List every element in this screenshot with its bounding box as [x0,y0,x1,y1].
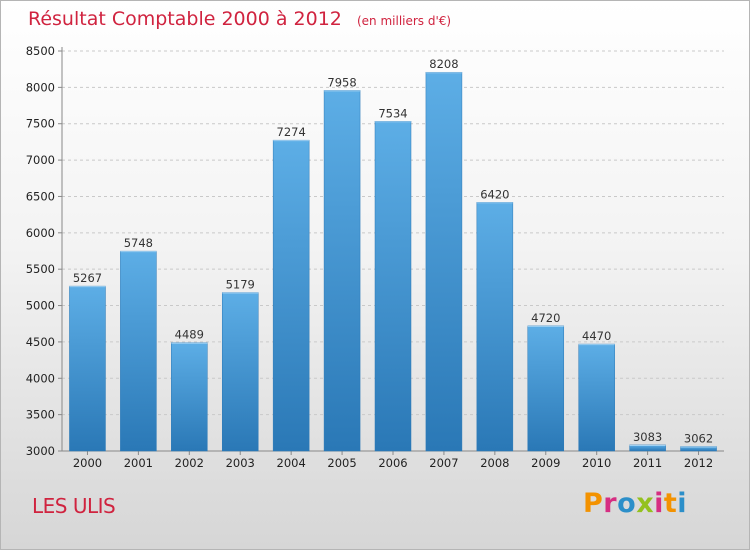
bar-2009 [527,325,565,452]
value-label-2001: 5748 [124,236,153,250]
y-tick-label: 3500 [26,408,55,422]
bar-2010 [578,343,615,452]
y-tick-label: 4500 [26,335,55,349]
bar-2008 [476,202,514,452]
x-tick-label-2005: 2005 [327,456,356,470]
logo-letter: x [636,488,655,519]
logo-letter: t [663,488,678,519]
value-label-2012: 3062 [684,431,713,445]
title-row: Résultat Comptable 2000 à 2012 (en milli… [28,8,451,30]
y-tick-label: 8500 [26,44,55,58]
x-tick-label-2003: 2003 [226,456,255,470]
y-tick-label: 6000 [26,226,55,240]
y-tick-label: 7500 [26,117,55,131]
logo-letter: o [617,488,637,519]
logo-letter: i [654,488,664,519]
x-tick-label-2012: 2012 [684,456,713,470]
bar-2004 [272,139,310,452]
x-tick-label-2010: 2010 [582,456,611,470]
value-label-2009: 4720 [531,311,560,325]
y-tick-label: 6500 [26,189,55,203]
labels: 3000 3500 4000 4500 5000 5500 6000 6500 7000 7500… [26,44,713,470]
x-tick-label-2011: 2011 [633,456,662,470]
chart-subtitle: (en milliers d'€) [356,14,452,28]
value-label-2004: 7274 [277,125,306,139]
value-label-2007: 8208 [429,57,458,71]
bar-2007 [425,71,463,452]
bar-2001 [120,250,157,452]
bar-2003 [221,292,259,452]
x-tick-label-2007: 2007 [429,456,458,470]
y-tick-label: 8000 [26,80,55,94]
value-label-2000: 5267 [73,271,102,285]
value-label-2008: 6420 [480,187,509,201]
x-tick-label-2000: 2000 [73,456,102,470]
y-tick-label: 4000 [26,371,55,385]
y-tick-label: 5000 [26,299,55,313]
chart-title: Résultat Comptable 2000 à 2012 [28,8,342,30]
logo-letter: r [603,488,618,519]
x-tick-label-2004: 2004 [277,456,306,470]
proxiti-logo: Proxiti [583,488,687,519]
bar-2000 [69,285,106,452]
value-label-2003: 5179 [226,278,255,292]
value-label-2011: 3083 [633,430,662,444]
logo-letter: i [677,488,688,519]
value-label-2002: 4489 [175,328,204,342]
bar-2005 [323,90,361,452]
logo-letter: P [583,488,604,519]
y-tick-label: 3000 [26,444,55,458]
bar-2002 [171,342,208,452]
x-tick-label-2009: 2009 [531,456,560,470]
commune-name: LES ULIS [32,494,116,518]
x-tick-label-2001: 2001 [124,456,153,470]
y-tick-label: 7000 [26,153,55,167]
x-tick-label-2008: 2008 [480,456,509,470]
x-tick-label-2002: 2002 [175,456,204,470]
bars [69,71,717,452]
x-tick-label-2006: 2006 [378,456,407,470]
value-label-2006: 7534 [378,106,407,120]
bar-2006 [374,121,412,452]
value-label-2010: 4470 [582,329,611,343]
value-label-2005: 7958 [327,75,356,89]
y-tick-label: 5500 [26,262,55,276]
